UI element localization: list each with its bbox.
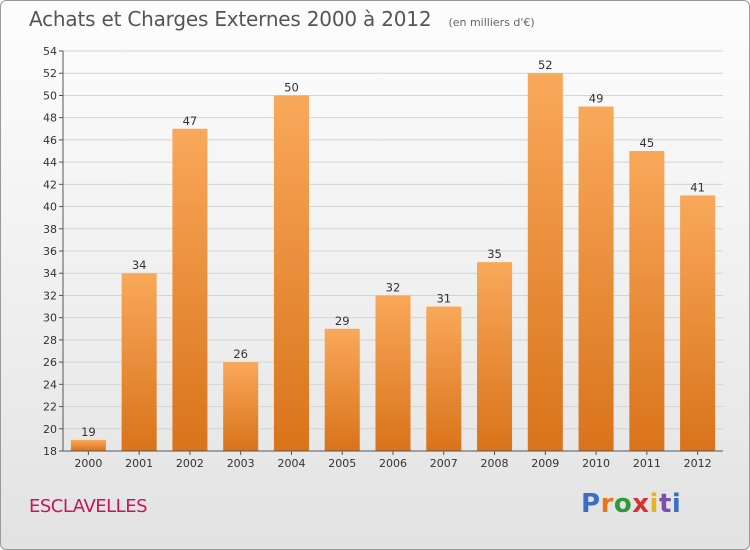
value-label: 52	[538, 58, 553, 72]
x-tick-label: 2007	[430, 457, 458, 470]
x-tick-label: 2012	[684, 457, 712, 470]
bar-2010	[578, 106, 614, 452]
x-tick-label: 2011	[633, 457, 661, 470]
y-tick-label: 24	[43, 378, 57, 391]
value-label: 31	[436, 292, 451, 306]
logo-letter: P	[581, 489, 601, 519]
y-tick-label: 22	[43, 401, 57, 414]
x-tick-label: 2008	[481, 457, 509, 470]
bar-2006	[375, 295, 411, 451]
value-label: 47	[183, 114, 198, 128]
y-tick-label: 20	[43, 423, 57, 436]
value-label: 35	[487, 247, 502, 261]
logo-letter: i	[671, 489, 682, 519]
axes	[59, 50, 723, 455]
logo-letter: x	[632, 489, 650, 519]
bar-2012	[680, 195, 716, 451]
y-tick-label: 34	[43, 267, 57, 280]
bar-2011	[629, 151, 665, 451]
logo-letter: o	[613, 489, 633, 519]
y-tick-label: 40	[43, 201, 57, 214]
bar-2001	[121, 273, 157, 451]
bar-2002	[172, 128, 208, 451]
x-tick-label: 2004	[277, 457, 305, 470]
y-tick-label: 52	[43, 67, 57, 80]
bar-2009	[527, 73, 563, 451]
value-label: 34	[132, 258, 147, 272]
y-tick-label: 48	[43, 112, 57, 125]
chart-unit: (en milliers d'€)	[448, 16, 535, 29]
bar-2004	[273, 95, 309, 451]
logo-letter: i	[649, 489, 659, 519]
x-tick-label: 2009	[531, 457, 559, 470]
x-tick-label: 2003	[227, 457, 255, 470]
value-label: 49	[589, 92, 604, 106]
y-tick-label: 30	[43, 312, 57, 325]
y-tick-label: 38	[43, 223, 57, 236]
y-tick-label: 44	[43, 156, 57, 169]
bar-2005	[324, 328, 360, 451]
x-tick-label: 2000	[74, 457, 102, 470]
x-tick-label: 2010	[582, 457, 610, 470]
x-tick-label: 2005	[328, 457, 356, 470]
value-label: 50	[284, 80, 299, 94]
x-tick-label: 2001	[125, 457, 153, 470]
logo-letter: t	[658, 489, 672, 519]
labels: 18 20 22 24 26 28 30 32 34 36 38 40 42 44 46 48 50 52 54 19…	[43, 45, 712, 470]
value-label: 41	[690, 180, 705, 194]
y-tick-label: 50	[43, 89, 57, 102]
chart-title: Achats et Charges Externes 2000 à 2012	[29, 7, 432, 31]
y-tick-label: 18	[43, 445, 57, 458]
y-tick-label: 26	[43, 356, 57, 369]
bar-2007	[426, 306, 462, 451]
bar-2003	[223, 362, 259, 451]
y-tick-label: 28	[43, 334, 57, 347]
value-label: 29	[335, 314, 350, 328]
bars	[70, 73, 716, 452]
value-label: 45	[640, 136, 655, 150]
y-tick-label: 46	[43, 134, 57, 147]
logo-letter: r	[600, 489, 614, 519]
bar-2008	[477, 262, 513, 451]
title-row: Achats et Charges Externes 2000 à 2012 (…	[29, 7, 535, 31]
bar-2000	[70, 439, 106, 451]
x-tick-label: 2006	[379, 457, 407, 470]
value-label: 32	[386, 280, 401, 294]
x-tick-label: 2002	[176, 457, 204, 470]
y-tick-label: 42	[43, 178, 57, 191]
value-label: 26	[233, 347, 248, 361]
proxiti-logo: Proxiti	[581, 489, 681, 519]
commune-name: ESCLAVELLES	[29, 496, 148, 517]
y-tick-label: 36	[43, 245, 57, 258]
y-tick-label: 54	[43, 45, 57, 58]
y-tick-label: 32	[43, 289, 57, 302]
value-label: 19	[81, 425, 96, 439]
